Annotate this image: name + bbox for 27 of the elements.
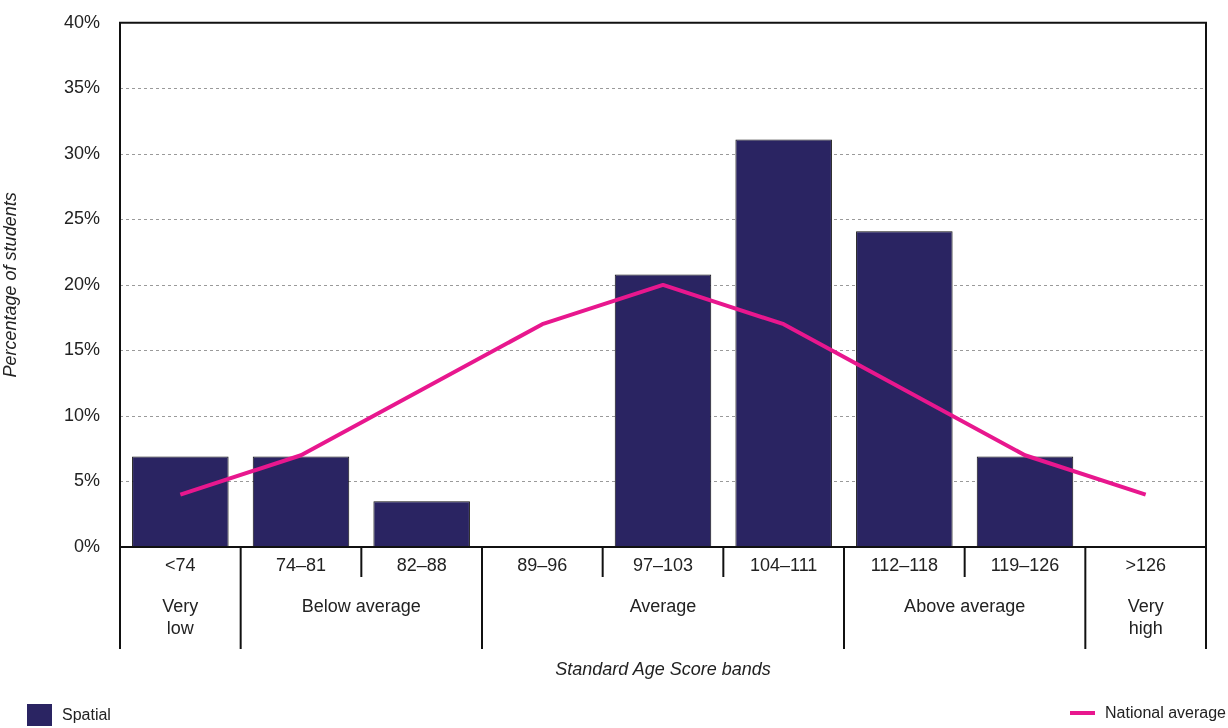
legend-label: National average — [1105, 704, 1226, 722]
x-tick-label: 119–126 — [990, 554, 1060, 575]
y-tick-label: 5% — [73, 470, 100, 491]
x-tick-label: <74 — [165, 554, 196, 575]
x-tick-label: >126 — [1125, 554, 1166, 575]
text: Very high — [1127, 595, 1164, 638]
text: Average — [629, 595, 697, 616]
y-tick-label: 25% — [63, 208, 100, 229]
x-tick-label: 74–81 — [275, 554, 327, 575]
x-axis-title: Standard Age Score bands — [555, 659, 771, 680]
y-tick-label: 30% — [63, 142, 100, 163]
y-axis-title: Percentage of students — [0, 192, 20, 378]
text: Above average — [904, 595, 1026, 616]
x-tick-label: 112–118 — [870, 554, 939, 575]
y-tick-label: 35% — [63, 77, 100, 98]
text: Very low — [162, 595, 199, 638]
y-tick-label: 0% — [73, 535, 100, 556]
y-tick-label: 10% — [63, 404, 100, 425]
x-tick-label: 104–111 — [749, 554, 818, 575]
y-tick-label: 40% — [63, 11, 100, 32]
x-tick-label: 82–88 — [396, 554, 447, 575]
x-tick-label: 97–103 — [632, 554, 694, 575]
legend-label: Spatial — [62, 706, 111, 724]
y-tick-label: 20% — [63, 273, 100, 294]
x-tick-label: 89–96 — [517, 554, 568, 575]
y-tick-label: 15% — [63, 339, 100, 360]
text: Below average — [301, 595, 421, 616]
